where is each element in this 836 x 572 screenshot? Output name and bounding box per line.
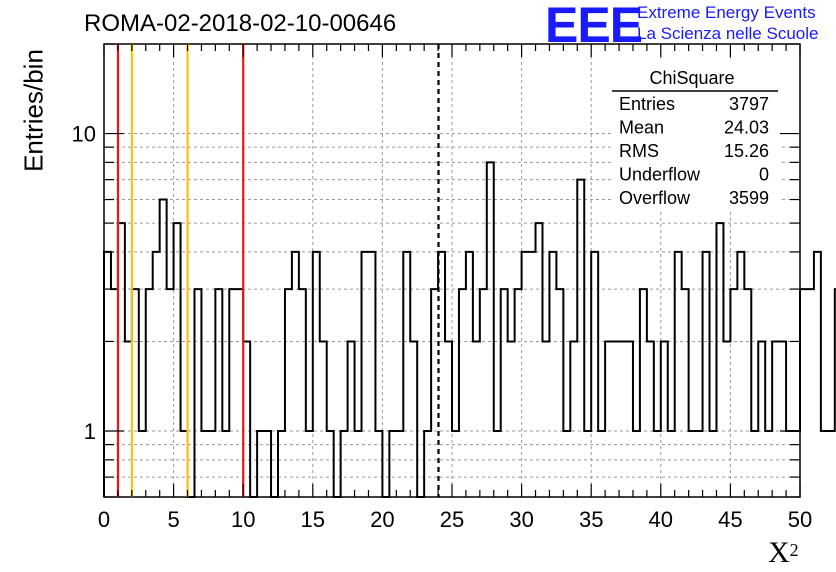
stats-row-label: RMS xyxy=(619,141,659,161)
logo-line2: La Scienza nelle Scuole xyxy=(637,24,819,43)
x-tick-label: 35 xyxy=(579,507,603,532)
stats-row-value: 15.26 xyxy=(724,141,769,161)
stats-row-label: Underflow xyxy=(619,165,701,185)
stats-row-value: 3797 xyxy=(729,94,769,114)
x-tick-label: 25 xyxy=(440,507,464,532)
x-tick-label: 30 xyxy=(509,507,533,532)
y-tick-label: 1 xyxy=(84,419,96,444)
grid-layer xyxy=(104,43,800,498)
stats-row-label: Entries xyxy=(619,94,675,114)
vertical-lines-layer xyxy=(116,44,440,497)
logo-line1: Extreme Energy Events xyxy=(637,3,816,22)
stats-box-name: ChiSquare xyxy=(649,68,734,88)
x-tick-label: 50 xyxy=(788,507,812,532)
x-tick-label: 5 xyxy=(167,507,179,532)
stats-box-bg xyxy=(612,62,780,212)
stats-box: ChiSquare Entries 3797 Mean 24.03 RMS 15.26 Und… xyxy=(612,62,780,212)
y-tick-label: 10 xyxy=(72,122,96,147)
stats-row-label: Mean xyxy=(619,118,664,138)
stats-row-value: 24.03 xyxy=(724,118,769,138)
x-tick-label: 40 xyxy=(649,507,673,532)
x-tick-label: 10 xyxy=(231,507,255,532)
histogram-outline xyxy=(103,161,836,498)
stats-row-label: Overflow xyxy=(619,188,691,208)
eee-logo: EEE Extreme Energy Events La Scienza nel… xyxy=(545,0,835,53)
x-axis-title: X2 xyxy=(768,536,799,569)
x-tick-label: 45 xyxy=(718,507,742,532)
x-tick-label: 15 xyxy=(301,507,325,532)
x-tick-label: 0 xyxy=(98,507,110,532)
stats-row-value: 0 xyxy=(759,165,769,185)
ticks-layer: 0 5 10 15 20 25 30 35 40 45 50 1 10 xyxy=(72,43,812,532)
run-title: ROMA-02-2018-02-10-00646 xyxy=(84,10,397,37)
x-tick-label: 20 xyxy=(370,507,394,532)
stats-row-value: 3599 xyxy=(729,188,769,208)
histogram-layer xyxy=(103,161,836,498)
